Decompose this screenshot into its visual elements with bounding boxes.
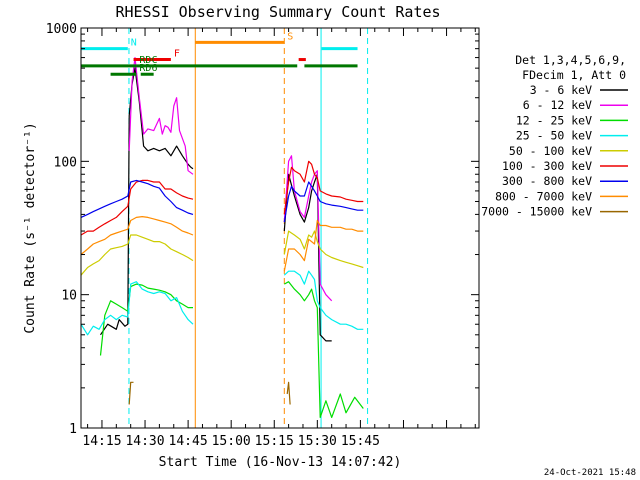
series-line — [283, 155, 333, 302]
plot-frame — [80, 27, 480, 429]
x-tick-label: 15:30 — [298, 434, 337, 449]
y-axis: 1 10 100 1000 — [46, 22, 479, 437]
legend-label: 300 - 800 keV — [502, 174, 592, 188]
series-line — [128, 56, 194, 175]
x-tick-label: 14:30 — [125, 434, 164, 449]
y-axis-label: Count Rate (s⁻¹ detector⁻¹) — [23, 122, 38, 333]
series-7000-to-15000keV — [128, 381, 291, 405]
x-tick-label: 15:45 — [341, 434, 380, 449]
flag-label-f: F — [174, 49, 180, 60]
legend-label: 3 - 6 keV — [530, 83, 592, 97]
legend-label: 50 - 100 keV — [509, 144, 592, 158]
series-line — [283, 181, 364, 223]
flag-label-rd6: RD6 — [139, 63, 157, 74]
series-300-to-800keV — [80, 179, 364, 223]
series-line — [283, 219, 364, 272]
legend: Det 1,3,4,5,6,9, FDecim 1, Att 0 3 - 6 k… — [481, 53, 628, 219]
series-line — [283, 230, 364, 269]
y-tick-label: 10 — [61, 289, 77, 304]
chart-title: RHESSI Observing Summary Count Rates — [115, 3, 440, 21]
legend-label: 100 - 300 keV — [502, 159, 592, 173]
legend-header-line-1: Det 1,3,4,5,6,9, — [515, 53, 626, 67]
series-group — [80, 56, 364, 418]
footer-timestamp: 24-Oct-2021 15:48 — [544, 468, 636, 478]
series-6-to-12keV — [128, 56, 333, 302]
series-line — [284, 281, 364, 418]
series-line — [286, 381, 291, 405]
x-axis: 14:15 14:30 14:45 15:00 15:15 15:30 15:45 — [82, 28, 476, 449]
series-3-to-6keV — [100, 67, 332, 342]
legend-label: 800 - 7000 keV — [495, 189, 592, 203]
series-line — [283, 270, 364, 330]
y-tick-label: 1 — [69, 422, 77, 437]
x-tick-label: 15:15 — [255, 434, 294, 449]
series-line — [128, 381, 134, 405]
series-line — [80, 179, 194, 236]
legend-label: 12 - 25 keV — [516, 113, 592, 127]
series-50-to-100keV — [80, 230, 364, 276]
series-800-to-7000keV — [80, 216, 364, 272]
series-line — [100, 67, 194, 336]
x-tick-label: 15:00 — [212, 434, 251, 449]
flag-label-rdc: RDC — [139, 55, 157, 66]
series-line — [80, 179, 194, 218]
x-tick-label: 14:45 — [169, 434, 208, 449]
flag-label-n: N — [131, 38, 137, 49]
legend-label: 25 - 50 keV — [516, 129, 592, 143]
y-tick-label: 1000 — [46, 22, 77, 37]
series-line — [80, 234, 194, 276]
series-line — [80, 216, 194, 255]
series-100-to-300keV — [80, 160, 364, 236]
x-tick-label: 14:15 — [82, 434, 121, 449]
legend-label: 7000 - 15000 keV — [481, 205, 592, 219]
legend-header-line-2: FDecim 1, Att 0 — [522, 68, 626, 82]
series-line — [80, 281, 194, 336]
flag-label-s: S — [287, 31, 293, 42]
x-axis-label: Start Time (16-Nov-13 14:07:42) — [159, 455, 402, 470]
legend-label: 6 - 12 keV — [523, 98, 592, 112]
series-25-to-50keV — [80, 270, 364, 336]
y-tick-label: 100 — [54, 155, 77, 170]
series-line — [283, 160, 364, 215]
series-line — [283, 173, 332, 342]
